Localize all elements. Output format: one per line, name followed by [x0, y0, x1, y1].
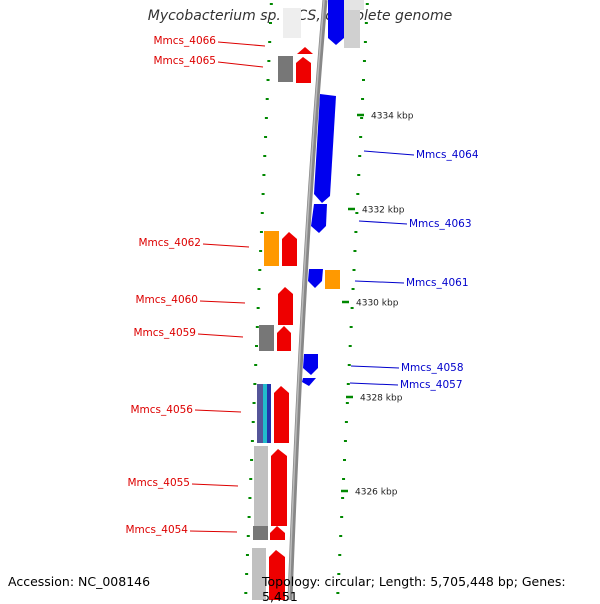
gene-label-mmcs-4054[interactable]: Mmcs_4054	[125, 524, 188, 536]
gene-mmcs-4066[interactable]	[297, 47, 313, 54]
gene-red[interactable]	[269, 550, 285, 600]
tick-label: 4334 kbp	[371, 112, 414, 122]
gene-leader-line	[217, 61, 264, 68]
gene-mmcs-4055[interactable]	[271, 449, 287, 526]
gene-leader-line	[358, 220, 408, 225]
gene-mmcs-4054[interactable]	[270, 526, 285, 540]
gene-mmcs-4059-grey	[259, 325, 274, 351]
gene-leader-line	[349, 382, 399, 386]
gene-leader-line	[199, 300, 246, 304]
gene-label-mmcs-4055[interactable]: Mmcs_4055	[127, 477, 190, 489]
gene-label-mmcs-4062[interactable]: Mmcs_4062	[138, 237, 201, 249]
gene-mmcs-4054-grey	[253, 526, 268, 540]
tick-label: 4330 kbp	[356, 299, 399, 309]
gene-mmcs-4061[interactable]	[308, 269, 323, 288]
backbone-highlight	[288, 0, 325, 600]
gene-leader-line	[363, 150, 415, 156]
outer-tick-track	[336, 3, 369, 594]
gene-mmcs-4062-b[interactable]	[282, 232, 297, 266]
gene-mmcs-4060[interactable]	[278, 287, 293, 325]
genome-backbone	[287, 0, 328, 600]
gene-label-mmcs-4058[interactable]: Mmcs_4058	[401, 362, 464, 374]
faded-gene	[283, 8, 301, 38]
gene-label-mmcs-4065[interactable]: Mmcs_4065	[153, 55, 216, 67]
gene-mmcs-4056-cyan	[263, 384, 267, 443]
tick-label: 4326 kbp	[355, 488, 398, 498]
gene-label-mmcs-4066[interactable]: Mmcs_4066	[153, 35, 216, 47]
gene-label-mmcs-4059[interactable]: Mmcs_4059	[133, 327, 196, 339]
gene-label-mmcs-4064[interactable]: Mmcs_4064	[416, 149, 479, 161]
gene-label-mmcs-4060[interactable]: Mmcs_4060	[135, 294, 198, 306]
gene-label-mmcs-4061[interactable]: Mmcs_4061	[406, 277, 469, 289]
faded-gene	[344, 10, 360, 48]
tick-label: 4332 kbp	[362, 206, 405, 216]
gene-mmcs-4064[interactable]	[314, 94, 336, 203]
gene-leader-line	[197, 333, 244, 338]
gene-blue-top[interactable]	[328, 0, 344, 45]
gene-leader-line	[202, 243, 250, 248]
gene-label-mmcs-4056[interactable]: Mmcs_4056	[130, 404, 193, 416]
tick-label: 4328 kbp	[360, 394, 403, 404]
gene-grey	[278, 56, 293, 82]
gene-leader-line	[191, 483, 239, 487]
gene-mmcs-4056[interactable]	[274, 386, 289, 443]
gene-label-mmcs-4063[interactable]: Mmcs_4063	[409, 218, 472, 230]
gene-mmcs-4065[interactable]	[296, 57, 311, 83]
gene-label-mmcs-4057[interactable]: Mmcs_4057	[400, 379, 463, 391]
accession-text: Accession: NC_008146	[8, 574, 151, 589]
gene-mmcs-4058[interactable]	[303, 354, 318, 375]
gene-leader-line	[189, 530, 238, 533]
gene-mmcs-4057[interactable]	[302, 378, 316, 386]
gene-mmcs-4063[interactable]	[311, 204, 327, 233]
gene-mmcs-4056-blue	[267, 384, 271, 443]
gene-mmcs-4062[interactable]	[264, 231, 279, 266]
gene-leader-line	[350, 365, 400, 369]
gene-mmcs-4059[interactable]	[277, 326, 291, 351]
gene-leader-line	[354, 280, 405, 284]
gene-leader-line	[194, 409, 242, 413]
gene-mmcs-4056-purple	[257, 384, 263, 443]
gene-mmcs-4061-orange	[325, 270, 340, 289]
gene-light-grey	[252, 548, 266, 600]
faded-gene	[344, 0, 364, 10]
gene-leader-line	[217, 41, 266, 47]
inner-tick-track	[244, 3, 273, 594]
gene-light-grey	[254, 446, 268, 526]
